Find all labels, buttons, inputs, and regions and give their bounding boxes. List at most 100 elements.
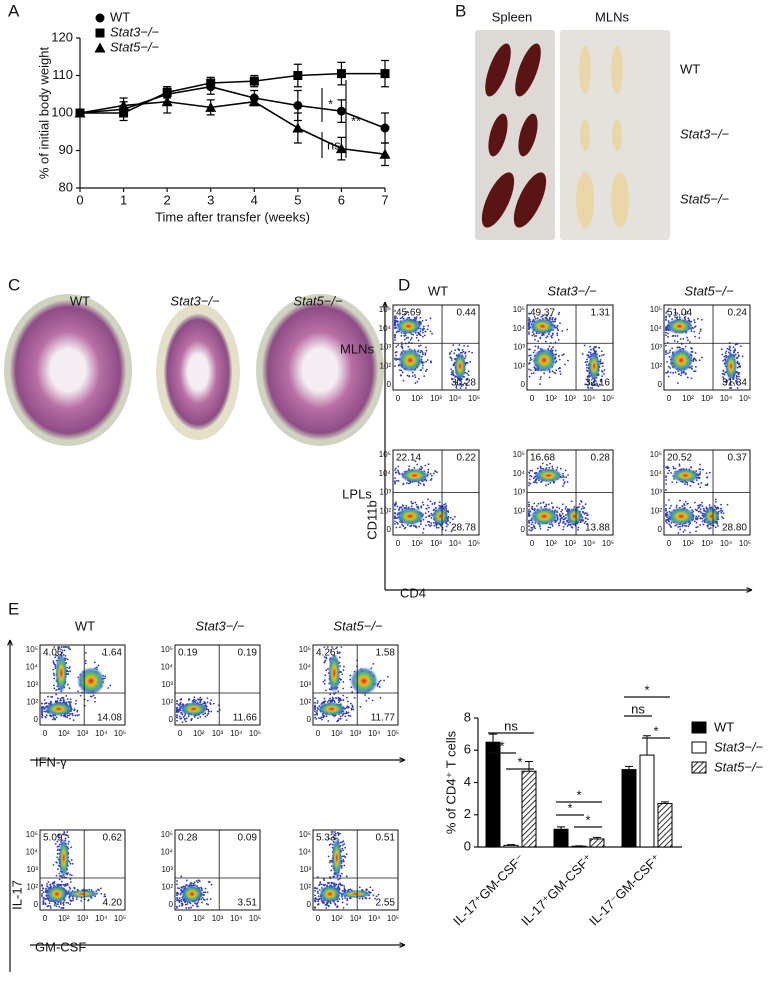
event-dot: [404, 334, 407, 337]
event-dot: [426, 328, 429, 331]
event-dot: [74, 714, 77, 717]
event-dot: [468, 350, 470, 353]
event-dot: [378, 686, 381, 688]
x-tick-label: 10³: [430, 394, 442, 403]
event-dot: [394, 365, 396, 368]
event-dot: [555, 369, 558, 372]
event-dot: [528, 317, 530, 319]
event-dot: [430, 360, 432, 363]
y-tick-label: 10⁵: [513, 450, 525, 459]
event-dot: [176, 714, 178, 717]
event-dot: [723, 362, 726, 365]
x-tick-label: 10⁵: [249, 914, 261, 923]
event-dot: [583, 522, 586, 524]
event-dot: [469, 360, 472, 363]
event-dot: [542, 501, 545, 504]
event-dot: [540, 376, 542, 378]
event-dot: [424, 512, 427, 515]
x-tick-label: 6: [338, 192, 345, 207]
event-dot: [178, 715, 181, 718]
event-dot: [437, 526, 440, 529]
event-dot: [314, 705, 316, 708]
event-dot: [324, 674, 327, 677]
event-dot: [69, 899, 71, 901]
x-tick-label: 0: [530, 539, 535, 548]
marker: [335, 143, 347, 154]
event-dot: [675, 504, 678, 507]
event-dot: [197, 881, 199, 884]
event-dot: [454, 375, 457, 378]
event-dot: [314, 710, 316, 713]
y-axis-label: % of initial body weight: [36, 46, 51, 179]
event-dot: [449, 516, 452, 519]
event-dot: [445, 525, 448, 528]
legend-label: WT: [714, 719, 734, 734]
event-dot: [416, 380, 419, 383]
column-label: WT: [75, 618, 95, 633]
x-tick-label: 10²: [411, 539, 423, 548]
event-dot: [587, 380, 590, 383]
x-tick-label: 10⁵: [114, 729, 126, 738]
event-dot: [323, 679, 326, 682]
event-dot: [528, 368, 530, 371]
event-dot: [528, 519, 530, 522]
y-tick-label: 10³: [26, 680, 38, 689]
event-dot: [41, 702, 43, 705]
event-dot: [533, 315, 536, 318]
y-tick-label: 10²: [26, 883, 38, 892]
quadrant-value: 3.51: [238, 898, 258, 909]
event-dot: [558, 507, 561, 510]
density: [46, 885, 68, 903]
event-dot: [330, 699, 333, 702]
event-dot: [581, 353, 584, 355]
event-dot: [180, 717, 183, 720]
event-dot: [344, 715, 347, 718]
event-dot: [346, 899, 349, 902]
event-dot: [528, 510, 530, 513]
event-dot: [321, 701, 324, 704]
event-dot: [365, 700, 368, 702]
event-dot: [428, 506, 430, 509]
event-dot: [679, 338, 682, 340]
event-dot: [705, 472, 708, 475]
event-dot: [698, 337, 701, 339]
event-dot: [185, 907, 188, 909]
event-dot: [580, 500, 583, 503]
event-dot: [540, 481, 542, 483]
event-dot: [734, 349, 736, 352]
quadrant-value: 0.44: [457, 308, 477, 319]
event-dot: [533, 507, 536, 510]
event-dot: [684, 316, 687, 318]
event-dot: [424, 352, 427, 355]
density: [532, 348, 557, 373]
y-tick-label: 90: [59, 142, 73, 157]
event-dot: [553, 481, 555, 484]
row-label: WT: [680, 61, 700, 76]
event-dot: [702, 468, 704, 471]
event-dot: [401, 371, 404, 374]
event-dot: [421, 335, 424, 338]
event-dot: [558, 311, 561, 314]
event-dot: [408, 375, 411, 377]
event-dot: [666, 511, 669, 514]
event-dot: [410, 500, 413, 503]
x-tick-label: 10⁴: [583, 539, 596, 548]
event-dot: [414, 376, 417, 379]
event-dot: [537, 347, 540, 349]
event-dot: [665, 489, 667, 491]
event-dot: [402, 525, 405, 527]
event-dot: [408, 341, 411, 344]
quadrant-value: 5.09: [43, 833, 63, 844]
density: [77, 667, 105, 695]
event-dot: [697, 515, 700, 518]
density: [66, 890, 99, 898]
section-label: Stat3−/−: [170, 293, 220, 308]
event-dot: [47, 881, 50, 883]
bar: [639, 754, 655, 848]
bar: [589, 838, 605, 848]
event-dot: [600, 350, 603, 353]
event-dot: [368, 697, 370, 700]
event-dot: [450, 368, 453, 371]
event-dot: [715, 507, 718, 510]
y-tick-label: 10²: [650, 361, 662, 370]
